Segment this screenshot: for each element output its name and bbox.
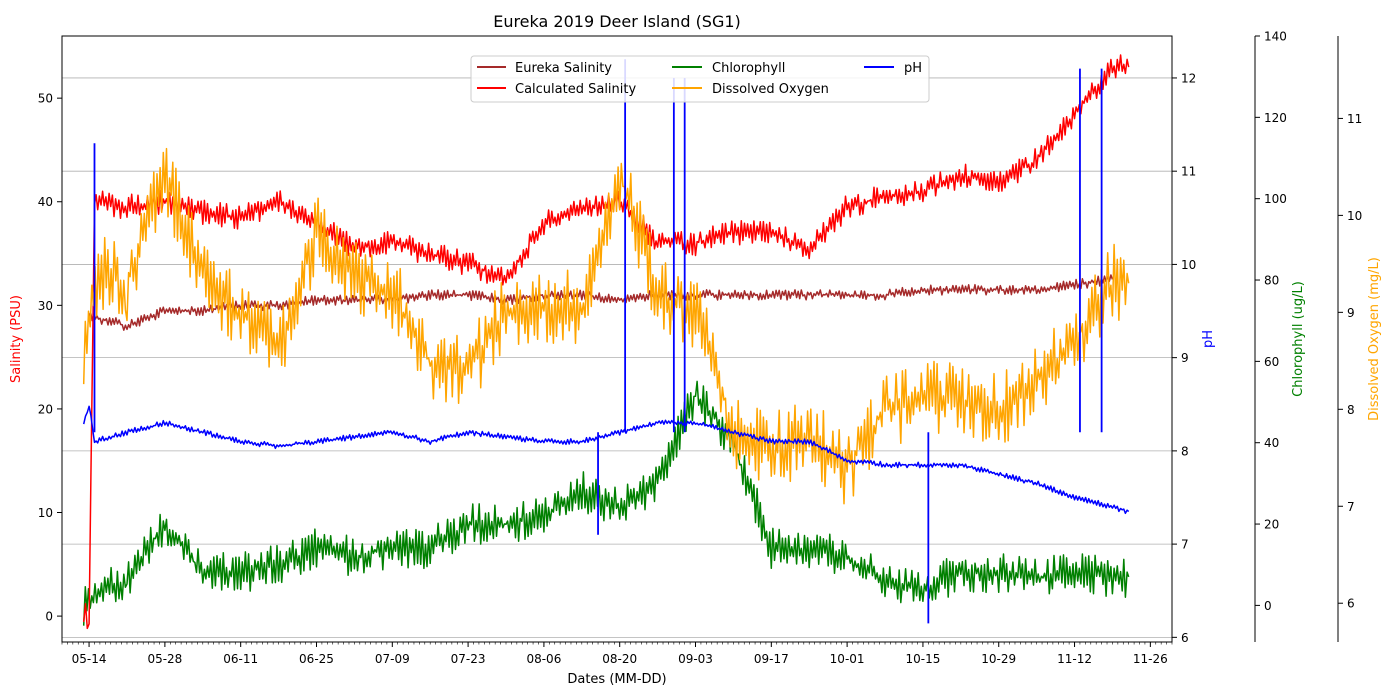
legend-label-dissolved-oxygen: Dissolved Oxygen bbox=[712, 82, 829, 97]
do-axis-label: Dissolved Oxygen (mg/L) bbox=[1367, 257, 1382, 421]
plot-series bbox=[82, 54, 1130, 630]
do-tick-label: 7 bbox=[1347, 500, 1355, 514]
salinity-tick-label: 40 bbox=[38, 195, 53, 209]
x-tick-label: 11-12 bbox=[1057, 652, 1092, 666]
chl-tick-label: 20 bbox=[1264, 518, 1279, 532]
ph-tick-label: 12 bbox=[1181, 71, 1196, 85]
salinity-tick-label: 30 bbox=[38, 299, 53, 313]
x-tick-label: 10-01 bbox=[830, 652, 865, 666]
do-tick-label: 6 bbox=[1347, 597, 1355, 611]
ph-tick-label: 6 bbox=[1181, 631, 1189, 645]
do-tick-label: 11 bbox=[1347, 112, 1362, 126]
x-tick-label: 09-17 bbox=[754, 652, 789, 666]
chl-axis-label: Chlorophyll (ug/L) bbox=[1291, 281, 1306, 397]
x-tick-label: 11-26 bbox=[1133, 652, 1168, 666]
ph-tick-label: 9 bbox=[1181, 351, 1189, 365]
chart-title: Eureka 2019 Deer Island (SG1) bbox=[493, 12, 741, 31]
legend-label-ph: pH bbox=[904, 61, 922, 76]
chl-tick-label: 40 bbox=[1264, 436, 1279, 450]
chl-tick-label: 0 bbox=[1264, 599, 1272, 613]
x-tick-label: 06-25 bbox=[299, 652, 334, 666]
legend-box bbox=[470, 55, 930, 103]
x-tick-label: 07-09 bbox=[375, 652, 410, 666]
x-axis-label: Dates (MM-DD) bbox=[567, 672, 666, 687]
ph-axis-label: pH bbox=[1201, 330, 1216, 348]
x-tick-label: 06-11 bbox=[223, 652, 258, 666]
chl-tick-label: 80 bbox=[1264, 274, 1279, 288]
do-tick-label: 9 bbox=[1347, 306, 1355, 320]
x-tick-label: 09-03 bbox=[678, 652, 713, 666]
salinity-axis-label: Salinity (PSU) bbox=[9, 295, 24, 383]
ph-tick-label: 10 bbox=[1181, 258, 1196, 272]
legend-label-eureka-salinity: Eureka Salinity bbox=[515, 61, 612, 76]
chl-tick-label: 120 bbox=[1264, 111, 1287, 125]
x-tick-label: 10-29 bbox=[981, 652, 1016, 666]
do-tick-label: 10 bbox=[1347, 209, 1362, 223]
x-axis: 05-14 05-28 06-11 06-25 07-09 07-23 08-06 08-20… bbox=[61, 642, 1173, 666]
salinity-tick-label: 50 bbox=[38, 92, 53, 106]
salinity-tick-label: 10 bbox=[38, 506, 53, 520]
series-line-ph bbox=[82, 405, 1130, 515]
ph-tick-label: 11 bbox=[1181, 165, 1196, 179]
x-tick-label: 05-14 bbox=[72, 652, 107, 666]
chl-tick-label: 140 bbox=[1264, 30, 1287, 44]
legend-label-calculated-salinity: Calculated Salinity bbox=[515, 82, 636, 97]
ph-tick-label: 8 bbox=[1181, 444, 1189, 458]
do-tick-label: 8 bbox=[1347, 403, 1355, 417]
ph-tick-label: 7 bbox=[1181, 538, 1189, 552]
salinity-tick-label: 0 bbox=[45, 610, 53, 624]
x-tick-label: 07-23 bbox=[451, 652, 486, 666]
legend-label-chlorophyll: Chlorophyll bbox=[712, 61, 785, 76]
y-axes: 0 10 20 30 40 50 Salinity (PSU) 6 7 8 9 10 11 12 pH 0 20… bbox=[9, 30, 1382, 645]
series-line-chlorophyll bbox=[82, 380, 1130, 626]
x-tick-label: 05-28 bbox=[147, 652, 182, 666]
series-line-dissolved-oxygen bbox=[82, 147, 1130, 505]
chl-tick-label: 100 bbox=[1264, 192, 1287, 206]
x-tick-label: 10-15 bbox=[905, 652, 940, 666]
plot-frame bbox=[61, 35, 1173, 643]
x-tick-label: 08-06 bbox=[526, 652, 561, 666]
legend: Eureka Salinity Calculated Salinity Chlo… bbox=[470, 55, 930, 103]
x-tick-label: 08-20 bbox=[602, 652, 637, 666]
series-line-eureka-salinity bbox=[88, 274, 1114, 331]
series-line-calculated-salinity bbox=[82, 54, 1130, 630]
salinity-tick-label: 20 bbox=[38, 402, 53, 416]
chl-tick-label: 60 bbox=[1264, 355, 1279, 369]
grid-lines bbox=[62, 77, 1172, 638]
